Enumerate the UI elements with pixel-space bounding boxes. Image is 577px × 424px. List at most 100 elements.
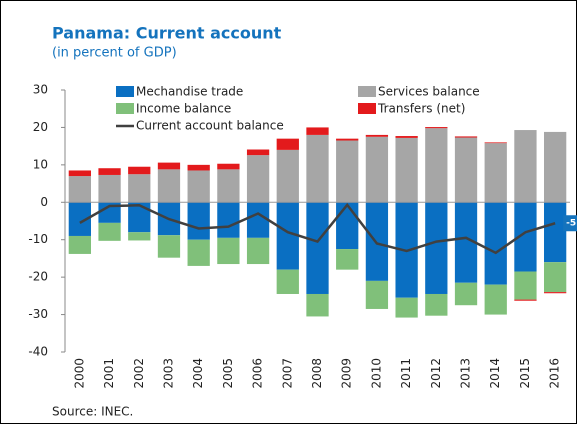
bar-segment xyxy=(68,170,91,177)
legend-label: Mechandise trade xyxy=(136,85,243,99)
bar-segment xyxy=(246,155,270,203)
legend-swatch xyxy=(358,86,376,97)
x-tick-label: 2011 xyxy=(399,358,413,389)
bar-segment xyxy=(425,202,448,294)
x-tick-label: 2012 xyxy=(429,358,443,389)
bar-segment xyxy=(395,136,418,138)
bar-segment xyxy=(544,292,567,294)
bar-segment xyxy=(336,138,359,141)
legend-swatch xyxy=(358,103,376,114)
bar-segment xyxy=(514,202,537,272)
bar-segment xyxy=(217,163,240,170)
bar-segment xyxy=(306,293,329,317)
bar-segment xyxy=(128,232,151,241)
chart-title: Panama: Current account xyxy=(52,24,282,43)
x-tick-label: 2010 xyxy=(369,358,383,389)
value-label: -5.6 xyxy=(566,219,577,229)
bar-segment xyxy=(365,134,389,137)
source-note: Source: INEC. xyxy=(52,405,133,419)
legend-label: Transfers (net) xyxy=(377,102,465,116)
bar-segment xyxy=(454,137,478,203)
bar-segment xyxy=(68,235,91,254)
bar-segment xyxy=(246,202,270,238)
y-tick-label: -10 xyxy=(28,232,48,246)
x-tick-label: 2000 xyxy=(72,358,86,389)
bar-segment xyxy=(365,280,389,309)
bar-segment xyxy=(68,202,91,236)
bar-segment xyxy=(306,202,329,294)
x-tick-label: 2008 xyxy=(310,358,324,389)
bar-segment xyxy=(217,202,240,238)
bar-segment xyxy=(395,297,418,318)
x-tick-label: 2007 xyxy=(280,358,294,389)
bar-segment xyxy=(68,176,91,203)
x-tick-label: 2016 xyxy=(548,358,562,389)
line-series xyxy=(79,202,556,255)
bar-segment xyxy=(514,271,537,300)
bar-segment xyxy=(544,131,567,203)
x-tick-label: 2005 xyxy=(221,358,235,389)
bar-segment xyxy=(98,202,121,223)
bar-segment xyxy=(187,170,210,203)
bar-segment xyxy=(454,202,478,283)
bar-segment xyxy=(276,149,299,203)
bar-segment xyxy=(484,202,507,285)
y-tick-label: 10 xyxy=(33,157,48,171)
bar-segment xyxy=(157,169,181,203)
bar-segment xyxy=(98,222,121,241)
bar-segment xyxy=(425,128,448,203)
x-tick-label: 2004 xyxy=(191,358,205,389)
bar-segment xyxy=(336,202,359,250)
bar-segment xyxy=(128,166,151,175)
bar-segment xyxy=(187,202,210,240)
bar-segment xyxy=(336,140,359,203)
bar-segment xyxy=(454,282,478,306)
y-tick-label: -40 xyxy=(28,345,48,359)
legend-label: Income balance xyxy=(136,102,231,116)
bar-segment xyxy=(544,262,567,293)
y-tick-label: 0 xyxy=(40,195,48,209)
x-tick-label: 2009 xyxy=(340,358,354,389)
chart-subtitle: (in percent of GDP) xyxy=(52,46,177,61)
bar-segment xyxy=(128,174,151,203)
x-tick-label: 2003 xyxy=(161,358,175,389)
y-tick-label: 30 xyxy=(33,83,48,97)
legend-swatch xyxy=(116,103,134,114)
bar-segment xyxy=(217,237,240,265)
bar-segment xyxy=(306,134,329,203)
bar-segment xyxy=(514,130,537,203)
y-tick-label: -20 xyxy=(28,270,48,284)
bar-segment xyxy=(217,169,240,203)
y-tick-label: 20 xyxy=(33,120,48,134)
bar-segment xyxy=(454,136,478,138)
bar-segment xyxy=(187,164,210,171)
bar-segment xyxy=(425,127,448,129)
bar-segment xyxy=(336,249,359,270)
x-tick-label: 2013 xyxy=(459,358,473,389)
bar-segment xyxy=(425,293,448,316)
bar-segment xyxy=(544,202,567,263)
bar-segment xyxy=(276,138,299,150)
bar-segment xyxy=(128,202,151,233)
bar-segment xyxy=(395,137,418,203)
value-label-box xyxy=(563,215,577,232)
bar-segment xyxy=(484,143,507,203)
x-tick-label: 2006 xyxy=(251,358,265,389)
legend-swatch xyxy=(116,86,134,97)
bar-segment xyxy=(365,136,389,203)
bar-segment xyxy=(484,284,507,315)
bar-segment xyxy=(484,142,507,144)
x-tick-label: 2015 xyxy=(518,358,532,389)
bar-segment xyxy=(514,299,537,301)
bar-segment xyxy=(157,235,181,258)
bar-segment xyxy=(306,127,329,135)
bar-segment xyxy=(276,202,299,270)
bar-segment xyxy=(246,237,270,265)
x-tick-label: 2014 xyxy=(488,358,502,389)
bar-segment xyxy=(157,162,181,170)
bar-segment xyxy=(276,269,299,294)
x-tick-label: 2001 xyxy=(102,358,116,389)
y-tick-label: -30 xyxy=(28,307,48,321)
legend-label: Services balance xyxy=(378,85,480,99)
